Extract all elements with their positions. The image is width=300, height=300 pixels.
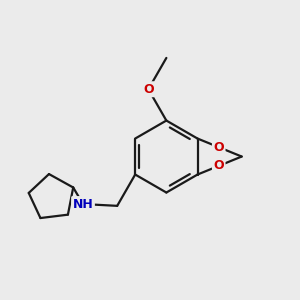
Text: O: O bbox=[213, 159, 224, 172]
Text: O: O bbox=[213, 141, 224, 154]
Text: O: O bbox=[143, 83, 154, 96]
Text: NH: NH bbox=[73, 197, 93, 211]
